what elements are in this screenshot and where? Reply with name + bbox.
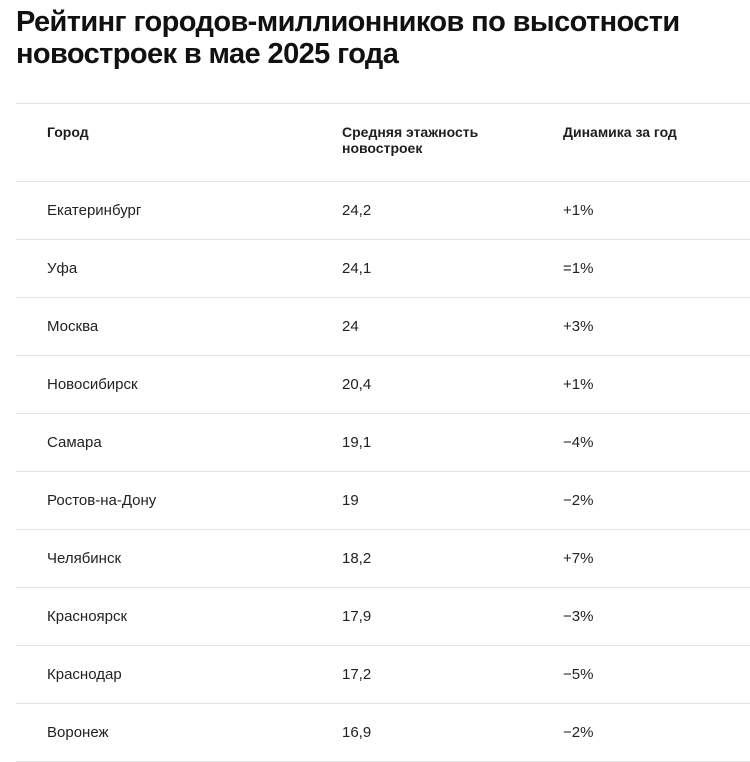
- avg-floors-cell: 18,2: [342, 550, 372, 567]
- table-row: Самара 19,1 −4%: [16, 414, 750, 472]
- dynamics-cell: −3%: [563, 608, 594, 625]
- table-header-row: Город Средняя этажность новостроек Динам…: [16, 104, 750, 182]
- city-cell: Воронеж: [47, 724, 109, 741]
- table-row: Ростов-на-Дону 19 −2%: [16, 472, 750, 530]
- dynamics-cell: +7%: [563, 550, 594, 567]
- avg-floors-cell: 16,9: [342, 724, 372, 741]
- avg-floors-cell: 20,4: [342, 376, 372, 393]
- city-cell: Москва: [47, 318, 99, 335]
- city-cell: Челябинск: [47, 550, 122, 567]
- dynamics-cell: +3%: [563, 318, 594, 335]
- avg-floors-cell: 19,1: [342, 434, 372, 451]
- dynamics-cell: −5%: [563, 666, 594, 683]
- header-avg-floors: Средняя этажность новостроек: [342, 124, 479, 156]
- table-row: Москва 24 +3%: [16, 298, 750, 356]
- city-cell: Краснодар: [47, 666, 122, 683]
- dynamics-cell: +1%: [563, 376, 594, 393]
- avg-floors-cell: 24,1: [342, 260, 372, 277]
- avg-floors-cell: 24,2: [342, 202, 372, 219]
- city-cell: Красноярск: [47, 608, 128, 625]
- dynamics-cell: −2%: [563, 724, 594, 741]
- avg-floors-cell: 17,9: [342, 608, 372, 625]
- table-row: Краснодар 17,2 −5%: [16, 646, 750, 704]
- dynamics-cell: −2%: [563, 492, 594, 509]
- header-dynamics: Динамика за год: [563, 124, 677, 140]
- table-row: Красноярск 17,9 −3%: [16, 588, 750, 646]
- city-cell: Екатеринбург: [47, 202, 142, 219]
- city-cell: Ростов-на-Дону: [47, 492, 157, 509]
- city-cell: Самара: [47, 434, 102, 451]
- table-row: Уфа 24,1 =1%: [16, 240, 750, 298]
- avg-floors-cell: 19: [342, 492, 359, 509]
- dynamics-cell: +1%: [563, 202, 594, 219]
- table-row: Воронеж 16,9 −2%: [16, 704, 750, 762]
- dynamics-cell: −4%: [563, 434, 594, 451]
- city-cell: Новосибирск: [47, 376, 138, 393]
- page-title: Рейтинг городов-миллионников по высотнос…: [16, 6, 680, 70]
- table-row: Новосибирск 20,4 +1%: [16, 356, 750, 414]
- rating-table: Город Средняя этажность новостроек Динам…: [16, 103, 750, 762]
- table-row: Екатеринбург 24,2 +1%: [16, 182, 750, 240]
- dynamics-cell: =1%: [563, 260, 594, 277]
- avg-floors-cell: 17,2: [342, 666, 372, 683]
- avg-floors-cell: 24: [342, 318, 359, 335]
- city-cell: Уфа: [47, 260, 78, 277]
- table-row: Челябинск 18,2 +7%: [16, 530, 750, 588]
- header-city: Город: [47, 124, 89, 140]
